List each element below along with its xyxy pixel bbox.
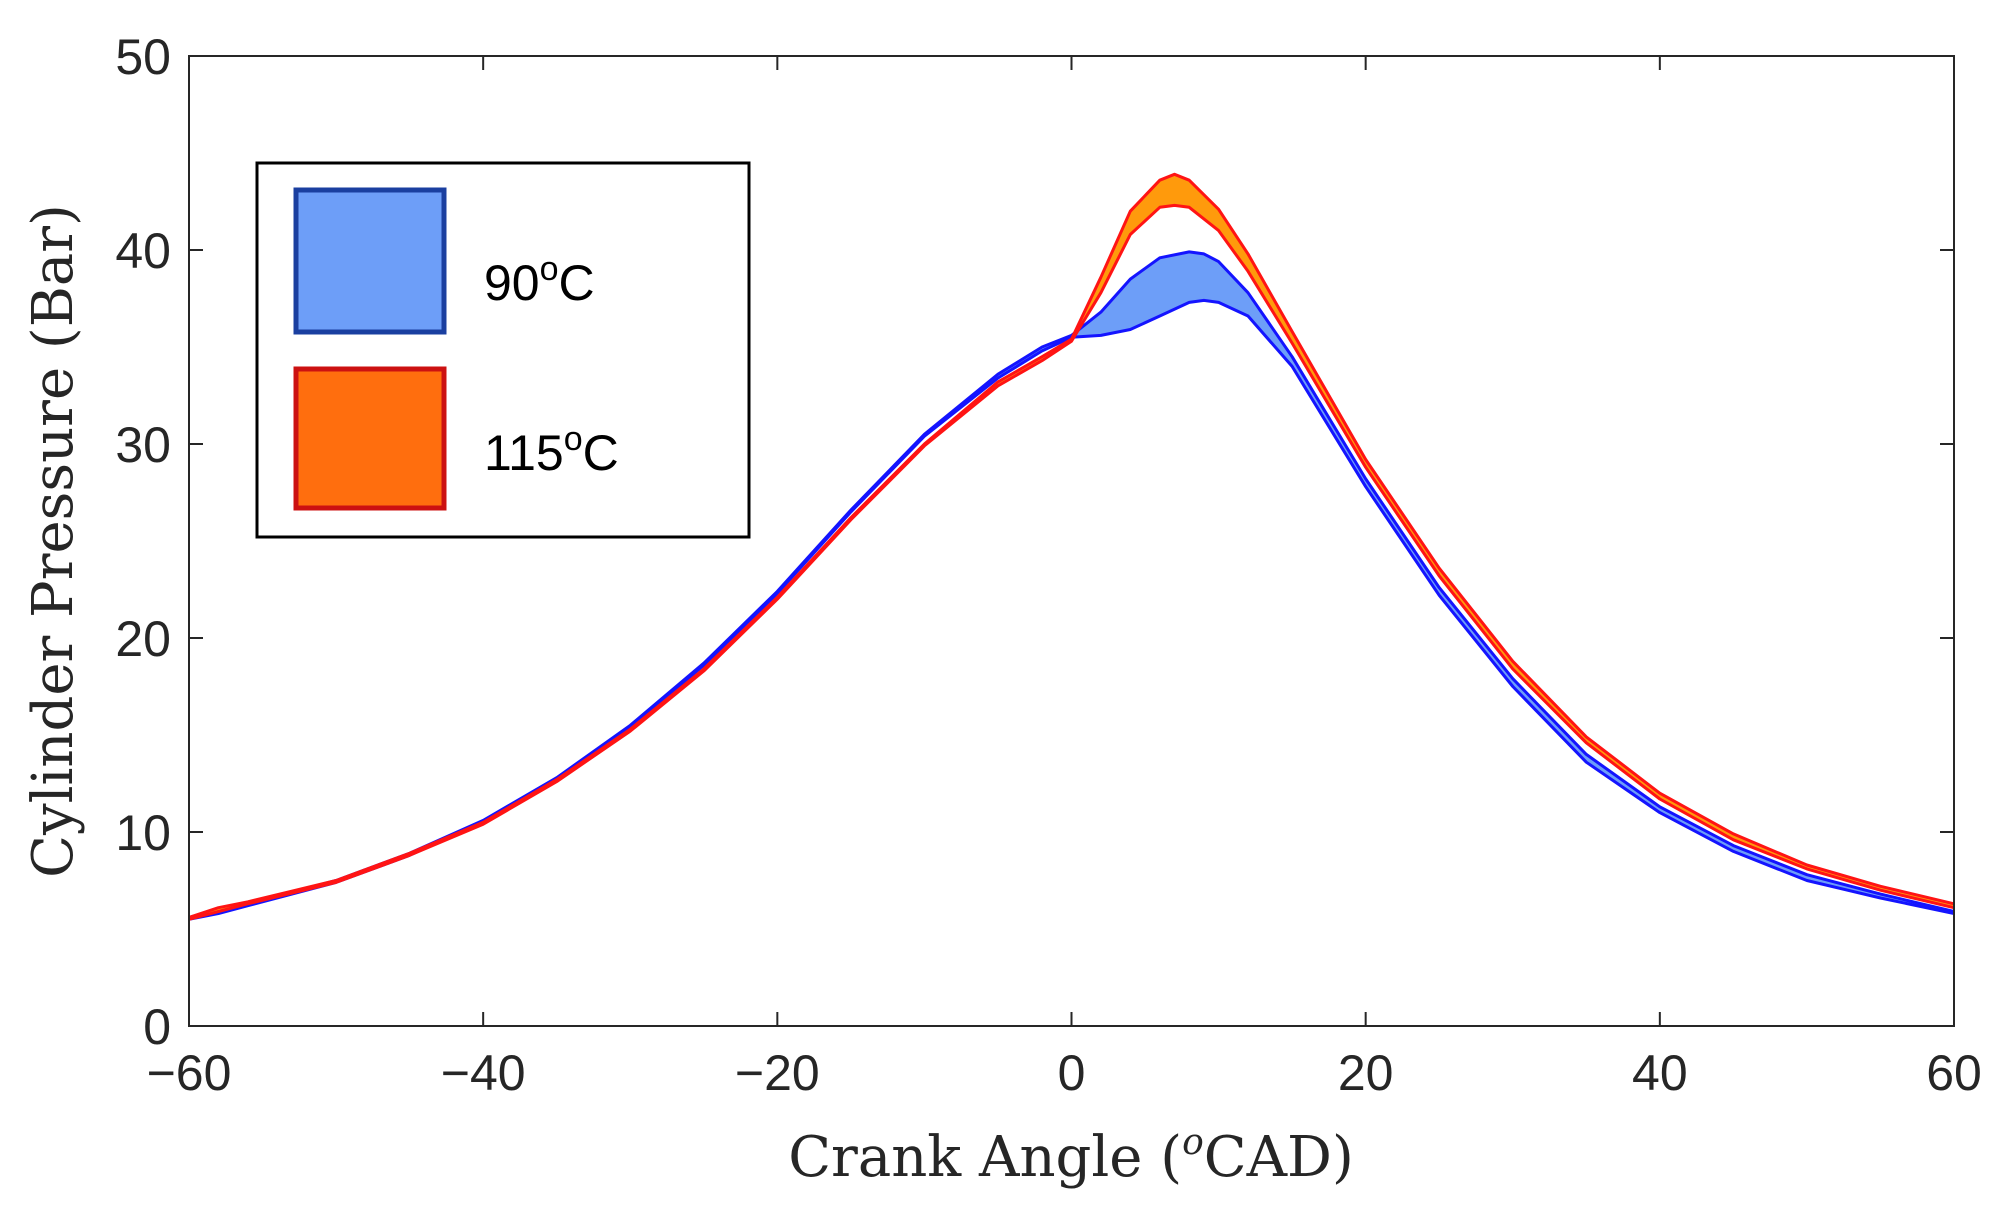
legend-label-90c-superscript: o bbox=[540, 250, 559, 288]
legend-label-115c-unit: C bbox=[583, 425, 619, 481]
x-tick-label: −40 bbox=[441, 1045, 526, 1101]
series-lower-line-115c bbox=[188, 203, 1955, 921]
y-tick-label: 10 bbox=[115, 805, 171, 861]
x-tick-label: −60 bbox=[147, 1045, 232, 1101]
legend-label-90c-unit: C bbox=[559, 255, 595, 311]
x-axis-title: Crank Angle (oCAD) bbox=[788, 1122, 1354, 1190]
x-tick-label: 0 bbox=[1058, 1045, 1086, 1101]
axis-ticks: −60 −40 −20 0 20 40 60 0 10 20 30 40 50 bbox=[115, 29, 1981, 1101]
legend-swatch-115c bbox=[293, 366, 447, 511]
series-upper-line-115c bbox=[188, 172, 1955, 919]
legend-label-90c-value: 90 bbox=[484, 255, 540, 311]
series-upper-line-90c bbox=[188, 250, 1955, 919]
x-tick-label: 60 bbox=[1926, 1045, 1982, 1101]
y-tick-label: 20 bbox=[115, 611, 171, 667]
x-tick-label: 20 bbox=[1338, 1045, 1394, 1101]
legend-label-115c: 115oC bbox=[484, 420, 619, 481]
x-axis-title-rest: CAD) bbox=[1204, 1125, 1354, 1190]
y-tick-label: 40 bbox=[115, 223, 171, 279]
y-axis-title: Cylinder Pressure (Bar) bbox=[21, 204, 86, 878]
x-axis-title-superscript: o bbox=[1182, 1122, 1204, 1163]
x-tick-label: −20 bbox=[735, 1045, 820, 1101]
series-layer bbox=[188, 172, 1955, 921]
x-tick-label: 40 bbox=[1632, 1045, 1688, 1101]
x-axis-title-main: Crank Angle ( bbox=[788, 1125, 1182, 1190]
legend-label-90c: 90oC bbox=[484, 250, 595, 311]
legend: 90oC 115oC bbox=[255, 161, 751, 539]
y-tick-label: 50 bbox=[115, 29, 171, 85]
y-tick-label: 30 bbox=[115, 417, 171, 473]
legend-label-115c-value: 115 bbox=[484, 425, 564, 481]
legend-label-115c-superscript: o bbox=[564, 420, 583, 458]
legend-swatch-90c bbox=[293, 187, 447, 335]
y-tick-label: 0 bbox=[143, 999, 171, 1055]
